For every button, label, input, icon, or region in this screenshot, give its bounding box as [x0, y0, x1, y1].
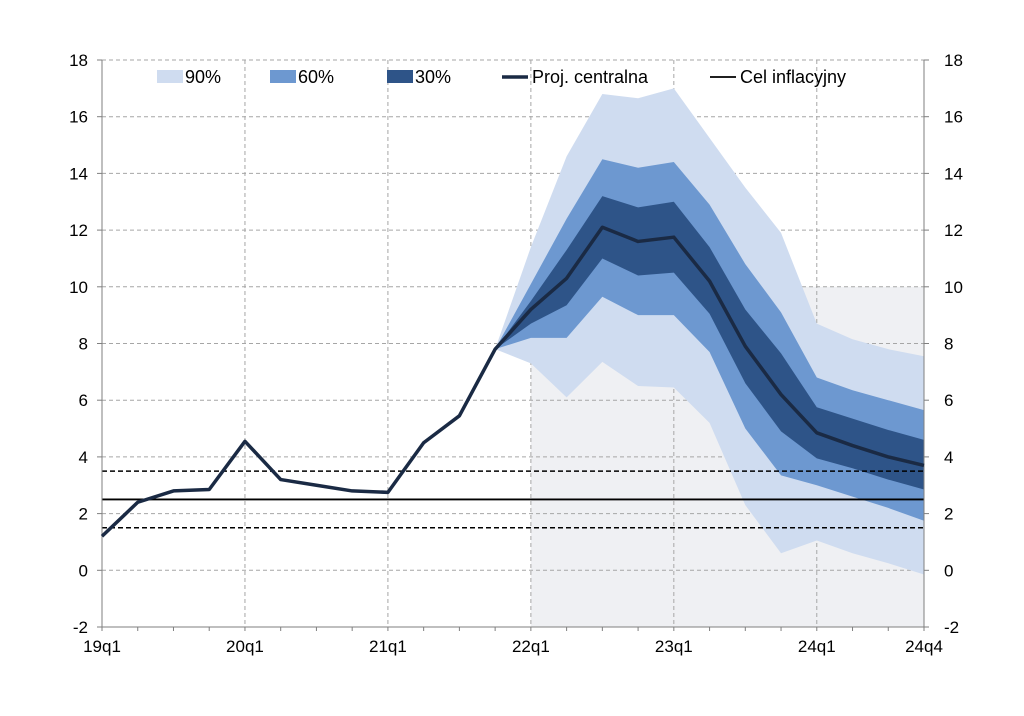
x-tick-label: 23q1 — [655, 637, 693, 656]
legend-label: Proj. centralna — [532, 67, 649, 87]
y-ticks-left: -2 0 2 4 6 8 10 12 14 16 18 — [69, 51, 102, 637]
band-30 — [495, 196, 924, 490]
legend-swatch — [157, 70, 183, 83]
legend-label: 90% — [185, 67, 221, 87]
y-tick-label: 14 — [69, 164, 88, 183]
y-tick-label: 2 — [79, 505, 88, 524]
x-tick-label: 20q1 — [226, 637, 264, 656]
x-ticks: 19q1 20q1 21q1 22q1 23q1 24q1 24q4 — [83, 627, 943, 656]
legend-label: 60% — [298, 67, 334, 87]
y-tick-label: 8 — [79, 335, 88, 354]
x-tick-label: 24q4 — [905, 637, 943, 656]
y-tick-label: 12 — [69, 221, 88, 240]
y-tick-label: 8 — [944, 335, 953, 354]
x-tick-label: 24q1 — [798, 637, 836, 656]
x-tick-label: 22q1 — [512, 637, 550, 656]
y-tick-label: 2 — [944, 505, 953, 524]
y-tick-label: 16 — [944, 108, 963, 127]
y-tick-label: -2 — [944, 618, 959, 637]
y-tick-label: 0 — [79, 561, 88, 580]
y-tick-label: 12 — [944, 221, 963, 240]
legend: 90% 60% 30% Proj. centralna Cel inflacyjny — [157, 67, 846, 87]
y-tick-label: 16 — [69, 108, 88, 127]
y-tick-label: 4 — [944, 448, 953, 467]
legend-label: Cel inflacyjny — [740, 67, 846, 87]
y-tick-label: 6 — [944, 391, 953, 410]
y-tick-label: 10 — [69, 278, 88, 297]
y-tick-label: -2 — [73, 618, 88, 637]
y-tick-label: 18 — [69, 51, 88, 70]
legend-swatch — [270, 70, 296, 83]
y-tick-label: 0 — [944, 561, 953, 580]
y-tick-label: 14 — [944, 164, 963, 183]
y-tick-label: 6 — [79, 391, 88, 410]
grid-y — [102, 59, 924, 571]
central-projection-line — [100, 225, 925, 538]
legend-swatch — [387, 70, 413, 83]
reference-lines — [102, 470, 924, 529]
y-ticks-right: -2 0 2 4 6 8 10 12 14 16 18 — [924, 51, 963, 637]
y-tick-label: 18 — [944, 51, 963, 70]
y-tick-label: 10 — [944, 278, 963, 297]
y-tick-label: 4 — [79, 448, 88, 467]
x-tick-label: 19q1 — [83, 637, 121, 656]
legend-label: 30% — [415, 67, 451, 87]
x-tick-label: 21q1 — [369, 637, 407, 656]
